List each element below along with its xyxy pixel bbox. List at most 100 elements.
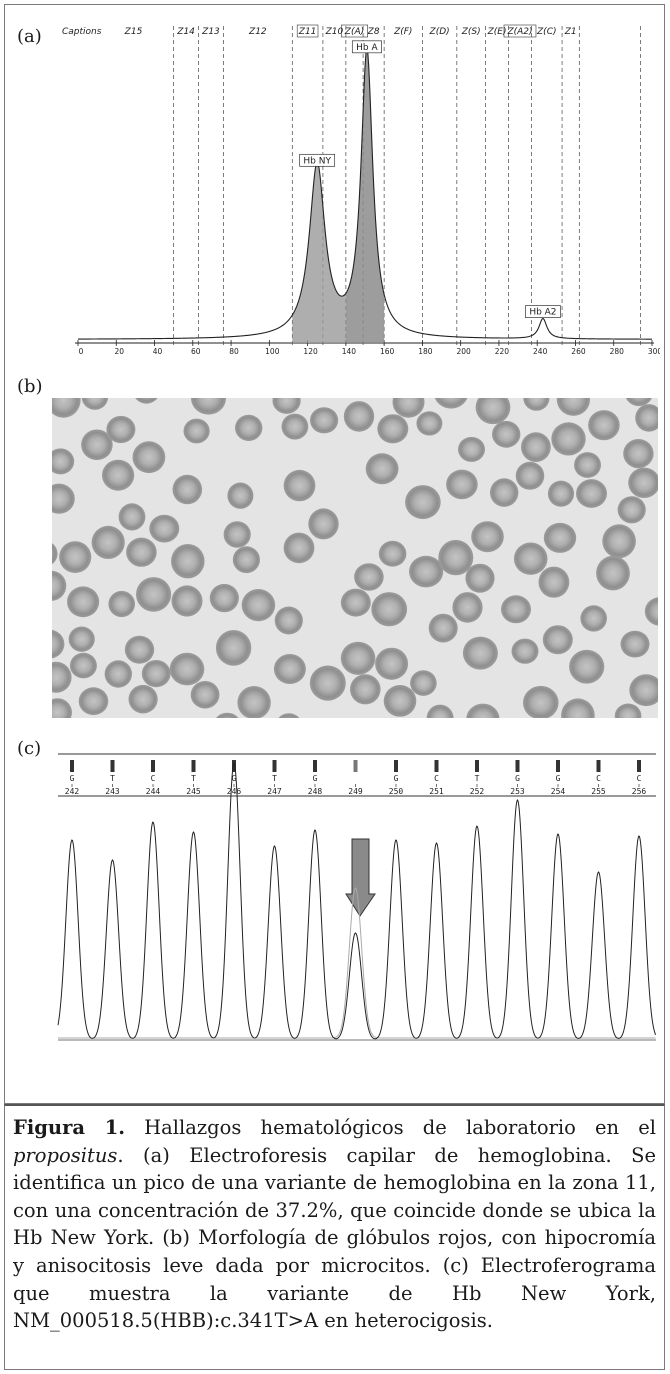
red-blood-cell bbox=[614, 703, 642, 718]
electrophoresis-trace bbox=[78, 48, 652, 340]
position-label: 251 bbox=[429, 787, 444, 796]
zone-label: Z(C) bbox=[536, 27, 556, 37]
red-blood-cell bbox=[102, 459, 135, 491]
zone-label: Z(S) bbox=[461, 27, 481, 37]
zone-label: Z(F) bbox=[393, 27, 412, 37]
peak-label-box bbox=[525, 305, 561, 318]
red-blood-cell bbox=[241, 589, 276, 622]
position-label: 252 bbox=[470, 787, 485, 796]
red-blood-cell bbox=[523, 398, 550, 411]
red-blood-cell bbox=[81, 429, 113, 461]
x-tick-label: 140 bbox=[342, 347, 357, 356]
red-blood-cell bbox=[465, 563, 495, 593]
x-tick-label: 280 bbox=[610, 347, 625, 356]
red-blood-cell bbox=[283, 532, 315, 564]
red-blood-cell bbox=[274, 606, 303, 635]
red-blood-cell bbox=[628, 467, 658, 498]
base-call: C bbox=[434, 774, 439, 783]
red-blood-cell bbox=[136, 577, 172, 612]
red-blood-cell bbox=[513, 542, 548, 575]
red-blood-cell bbox=[235, 414, 263, 441]
base-quality-bar bbox=[353, 760, 358, 772]
red-blood-cell bbox=[625, 398, 652, 407]
red-blood-cell bbox=[377, 414, 409, 444]
red-blood-cell bbox=[511, 638, 539, 664]
base-call: G bbox=[515, 774, 520, 783]
base-call: T bbox=[475, 774, 480, 783]
red-blood-cell bbox=[69, 652, 97, 679]
base-quality-bar bbox=[313, 760, 317, 772]
red-blood-cell bbox=[551, 422, 586, 456]
base-call: T bbox=[272, 774, 277, 783]
base-call: T bbox=[191, 774, 196, 783]
red-blood-cell bbox=[629, 674, 658, 707]
red-blood-cell bbox=[490, 478, 519, 507]
position-label: 254 bbox=[551, 787, 566, 796]
x-tick-label: 40 bbox=[153, 347, 163, 356]
red-blood-cell bbox=[215, 712, 239, 718]
red-blood-cell bbox=[190, 681, 220, 709]
red-blood-cell bbox=[644, 597, 658, 626]
red-blood-cell bbox=[59, 541, 92, 573]
red-blood-cell bbox=[547, 480, 575, 507]
red-blood-cell bbox=[281, 413, 309, 440]
caption-part-2: . (a) Electroforesis capilar de hemoglob… bbox=[13, 1143, 656, 1333]
red-blood-cells bbox=[52, 398, 658, 718]
x-tick-label: 20 bbox=[114, 347, 124, 356]
red-blood-cell bbox=[52, 543, 58, 565]
red-blood-cell bbox=[350, 674, 381, 705]
captions-label: Captions bbox=[62, 27, 102, 37]
red-blood-cell bbox=[132, 441, 166, 474]
red-blood-cell bbox=[227, 482, 254, 509]
red-blood-cell bbox=[492, 420, 521, 448]
base-call: G bbox=[556, 774, 561, 783]
red-blood-cell bbox=[405, 485, 441, 520]
red-blood-cell bbox=[416, 411, 443, 436]
red-blood-cell bbox=[52, 570, 67, 601]
red-blood-cell bbox=[128, 684, 158, 714]
peak-labels: Hb NY Hb A Hb A2 bbox=[299, 40, 561, 318]
x-tick-label: 160 bbox=[380, 347, 395, 356]
x-tick-label: 260 bbox=[571, 347, 586, 356]
red-blood-cell bbox=[378, 540, 407, 567]
red-blood-cell bbox=[52, 448, 75, 475]
base-quality-bar bbox=[434, 760, 439, 772]
base-call: T bbox=[110, 774, 115, 783]
red-blood-cell bbox=[171, 544, 205, 579]
x-tick-label: 0 bbox=[79, 347, 84, 356]
zone-label-box bbox=[296, 24, 319, 38]
red-blood-cell bbox=[68, 626, 95, 652]
base-quality-bar bbox=[394, 760, 398, 772]
position-label: 255 bbox=[591, 787, 606, 796]
red-blood-cell bbox=[169, 652, 205, 686]
zone-label: Z(A2) bbox=[506, 27, 532, 37]
red-blood-cell bbox=[596, 555, 630, 591]
red-blood-cell bbox=[458, 436, 485, 462]
blood-smear-image bbox=[52, 398, 658, 718]
x-tick-label: 120 bbox=[303, 347, 318, 356]
x-tick-label: 100 bbox=[265, 347, 280, 356]
red-blood-cell bbox=[588, 410, 620, 441]
electropherogram: G 242 T 243 C 244 T 245 G 246 T 247 G 248 249 G 250 C 251 T… bbox=[57, 753, 657, 1041]
peak-label-box bbox=[351, 40, 382, 54]
secondary-trace bbox=[58, 887, 656, 1039]
zone-label: Z1 bbox=[564, 27, 577, 37]
red-blood-cell bbox=[426, 704, 454, 718]
base-quality-bar bbox=[556, 760, 560, 772]
zone-label: Z(D) bbox=[429, 27, 450, 37]
hb-a-peak-fill bbox=[345, 48, 385, 343]
red-blood-cell bbox=[67, 586, 100, 618]
zone-label: Z14 bbox=[176, 27, 195, 37]
sequence-header: G 242 T 243 C 244 T 245 G 246 T 247 G 248 249 G 250 C 251 T… bbox=[65, 760, 646, 796]
red-blood-cell bbox=[91, 525, 125, 559]
zone-boundaries bbox=[173, 26, 641, 346]
red-blood-cell bbox=[475, 398, 511, 425]
red-blood-cell bbox=[542, 625, 573, 655]
zone-label: Z(E) bbox=[487, 27, 507, 37]
red-blood-cell bbox=[574, 452, 601, 478]
red-blood-cell bbox=[81, 398, 109, 410]
peak-label: Hb A2 bbox=[529, 308, 556, 318]
red-blood-cell bbox=[118, 503, 146, 531]
red-blood-cell bbox=[191, 398, 226, 415]
red-blood-cell bbox=[375, 647, 409, 680]
